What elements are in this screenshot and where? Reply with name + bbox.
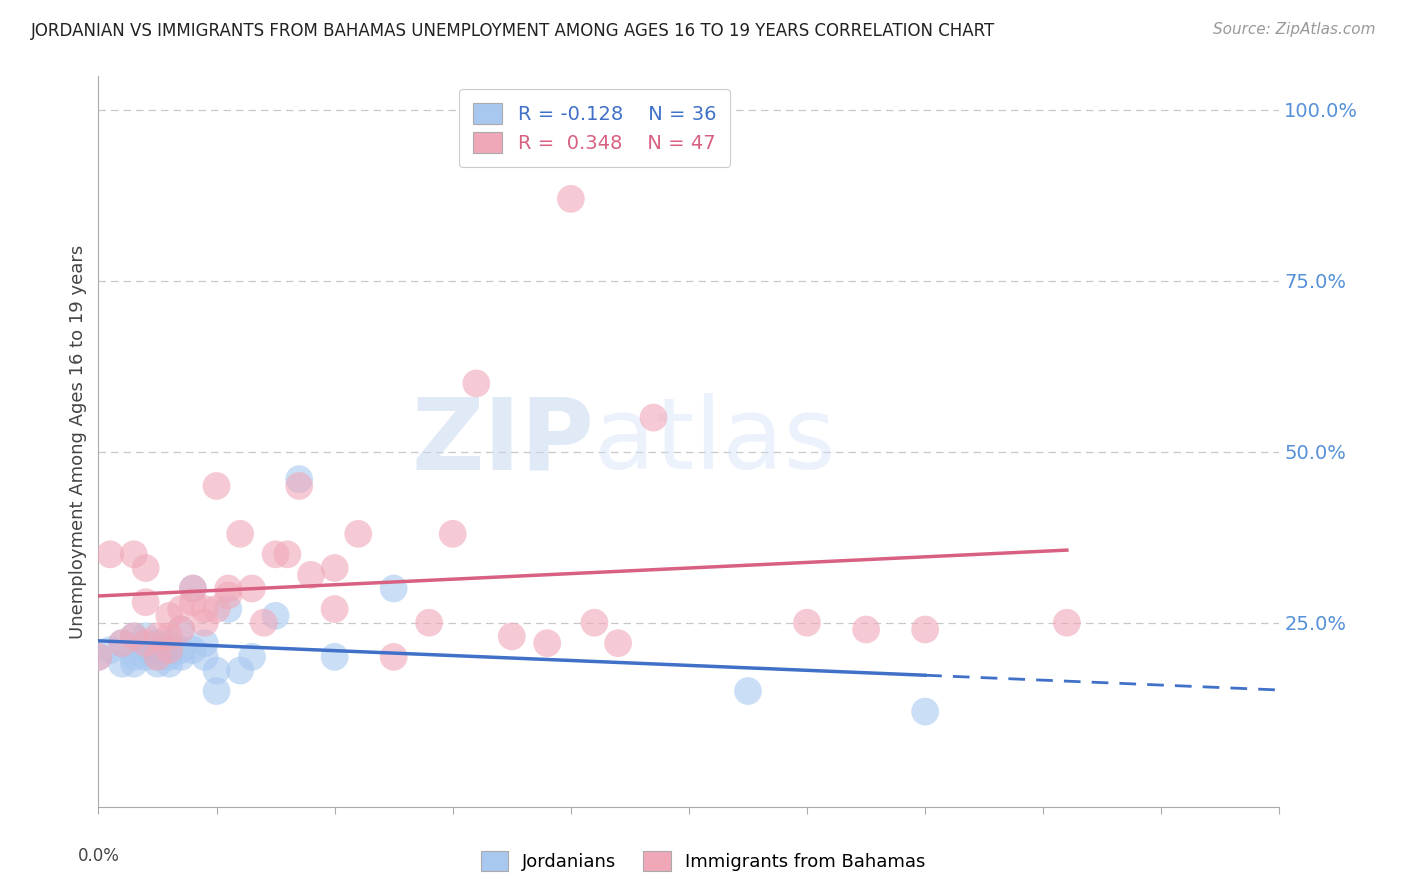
Point <box>157 643 180 657</box>
Point <box>382 649 405 664</box>
Point <box>323 649 346 664</box>
Point <box>382 582 405 596</box>
Point <box>122 657 145 671</box>
Point <box>441 526 464 541</box>
Text: JORDANIAN VS IMMIGRANTS FROM BAHAMAS UNEMPLOYMENT AMONG AGES 16 TO 19 YEARS CORR: JORDANIAN VS IMMIGRANTS FROM BAHAMAS UNE… <box>31 22 995 40</box>
Point <box>146 649 169 664</box>
Point <box>157 643 180 657</box>
Point <box>157 657 180 671</box>
Point <box>217 602 239 616</box>
Point <box>135 649 157 664</box>
Point <box>146 643 169 657</box>
Point <box>276 547 298 561</box>
Point <box>205 664 228 678</box>
Point <box>796 615 818 630</box>
Point <box>240 582 263 596</box>
Point <box>146 636 169 650</box>
Point <box>194 649 217 664</box>
Point <box>98 643 121 657</box>
Point <box>536 636 558 650</box>
Point <box>264 608 287 623</box>
Point <box>299 567 322 582</box>
Point <box>146 657 169 671</box>
Point <box>87 649 110 664</box>
Point <box>146 649 169 664</box>
Point <box>122 629 145 643</box>
Point <box>170 649 193 664</box>
Point <box>347 526 370 541</box>
Point <box>135 643 157 657</box>
Point <box>583 615 606 630</box>
Point <box>253 615 276 630</box>
Legend: Jordanians, Immigrants from Bahamas: Jordanians, Immigrants from Bahamas <box>474 844 932 879</box>
Point <box>1056 615 1078 630</box>
Point <box>111 636 134 650</box>
Point <box>737 684 759 698</box>
Point <box>914 705 936 719</box>
Point <box>181 595 204 609</box>
Point <box>181 643 204 657</box>
Point <box>122 649 145 664</box>
Point <box>122 629 145 643</box>
Point <box>111 636 134 650</box>
Point <box>205 602 228 616</box>
Point <box>229 664 252 678</box>
Point <box>288 472 311 486</box>
Point <box>157 649 180 664</box>
Point <box>146 629 169 643</box>
Point <box>229 526 252 541</box>
Point <box>560 192 582 206</box>
Point <box>135 629 157 643</box>
Point <box>170 623 193 637</box>
Point <box>135 595 157 609</box>
Point <box>194 615 217 630</box>
Legend: R = -0.128    N = 36, R =  0.348    N = 47: R = -0.128 N = 36, R = 0.348 N = 47 <box>460 89 730 167</box>
Point <box>205 684 228 698</box>
Point <box>111 657 134 671</box>
Point <box>157 608 180 623</box>
Point <box>170 643 193 657</box>
Point <box>181 582 204 596</box>
Text: ZIP: ZIP <box>412 393 595 490</box>
Text: atlas: atlas <box>595 393 837 490</box>
Point <box>465 376 488 391</box>
Point <box>217 588 239 602</box>
Y-axis label: Unemployment Among Ages 16 to 19 years: Unemployment Among Ages 16 to 19 years <box>69 244 87 639</box>
Text: 0.0%: 0.0% <box>77 847 120 865</box>
Text: Source: ZipAtlas.com: Source: ZipAtlas.com <box>1212 22 1375 37</box>
Point <box>264 547 287 561</box>
Point <box>170 623 193 637</box>
Point <box>194 636 217 650</box>
Point <box>157 636 180 650</box>
Point <box>501 629 523 643</box>
Point <box>87 649 110 664</box>
Point <box>194 602 217 616</box>
Point <box>323 561 346 575</box>
Point <box>418 615 440 630</box>
Point <box>914 623 936 637</box>
Point <box>607 636 630 650</box>
Point <box>135 561 157 575</box>
Point <box>288 479 311 493</box>
Point <box>643 410 665 425</box>
Point <box>240 649 263 664</box>
Point <box>170 602 193 616</box>
Point <box>181 582 204 596</box>
Point <box>205 479 228 493</box>
Point <box>217 582 239 596</box>
Point <box>135 636 157 650</box>
Point <box>122 547 145 561</box>
Point <box>157 629 180 643</box>
Point <box>98 547 121 561</box>
Point <box>855 623 877 637</box>
Point <box>323 602 346 616</box>
